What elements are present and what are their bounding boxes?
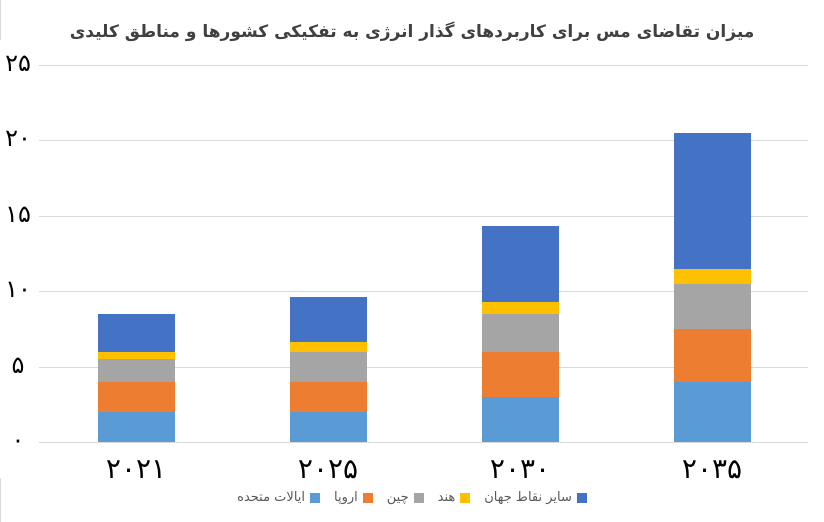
x-tick-label: ۲۰۲۵ xyxy=(297,452,359,485)
bar-segment xyxy=(674,268,751,284)
bar-2035 xyxy=(674,132,751,442)
y-tick-label: ۲۰ xyxy=(5,124,31,152)
bar-segment xyxy=(98,381,175,412)
bar-segment xyxy=(482,226,559,302)
legend-label: هند xyxy=(437,490,456,505)
legend-item: چین xyxy=(387,490,424,505)
y-tick-label: ۱۵ xyxy=(5,200,31,228)
legend-swatch-icon xyxy=(362,492,373,503)
legend-item: ایالات متحده xyxy=(237,490,321,505)
bar-2030 xyxy=(482,226,559,442)
bar-segment xyxy=(98,411,175,442)
legend-item: سایر نقاط جهان xyxy=(484,490,587,505)
bar-segment xyxy=(290,297,367,343)
bar-segment xyxy=(674,328,751,382)
legend-label: چین xyxy=(386,490,409,505)
chart-title: میزان تقاضای مس برای کاربردهای گذار انرژ… xyxy=(69,22,755,42)
gridline xyxy=(39,291,808,292)
y-tick-label: ۵ xyxy=(11,351,25,379)
x-tick-label: ۲۰۳۰ xyxy=(489,452,551,485)
gridline xyxy=(39,367,808,368)
legend-swatch-icon xyxy=(460,492,471,503)
gridline xyxy=(39,65,808,66)
bar-segment xyxy=(674,132,751,269)
bar-segment xyxy=(98,351,175,360)
gridline xyxy=(39,216,808,217)
y-tick-label: ۲۵ xyxy=(5,49,31,77)
bar-segment xyxy=(482,301,559,314)
left-edge-line-top xyxy=(0,0,1,40)
bar-segment xyxy=(674,283,751,329)
legend-label: سایر نقاط جهان xyxy=(484,490,572,505)
bar-segment xyxy=(98,314,175,352)
bar-segment xyxy=(290,342,367,352)
chart-legend: سایر نقاط جهان هند چین اروپا ایالات متحده xyxy=(0,490,824,505)
x-tick-label: ۲۰۳۵ xyxy=(681,452,743,485)
legend-item: هند xyxy=(438,490,471,505)
gridline xyxy=(39,140,808,141)
bar-segment xyxy=(482,351,559,397)
bar-segment xyxy=(482,313,559,352)
x-tick-label: ۲۰۲۱ xyxy=(105,452,167,485)
left-edge-line-bottom xyxy=(0,478,1,522)
bar-2025 xyxy=(290,297,367,442)
bar-segment xyxy=(290,381,367,412)
bar-segment xyxy=(674,381,751,442)
bar-segment xyxy=(98,359,175,382)
legend-label: اروپا xyxy=(334,490,358,505)
legend-label: ایالات متحده xyxy=(237,490,306,505)
y-tick-label: ۰ xyxy=(11,426,25,454)
legend-swatch-icon xyxy=(310,492,321,503)
bar-2021 xyxy=(98,314,175,442)
gridline xyxy=(39,442,808,443)
legend-swatch-icon xyxy=(576,492,587,503)
bar-segment xyxy=(482,396,559,442)
y-tick-label: ۱۰ xyxy=(5,275,31,303)
bar-segment xyxy=(290,351,367,382)
legend-item: اروپا xyxy=(334,490,373,505)
bar-segment xyxy=(290,411,367,442)
legend-swatch-icon xyxy=(413,492,424,503)
